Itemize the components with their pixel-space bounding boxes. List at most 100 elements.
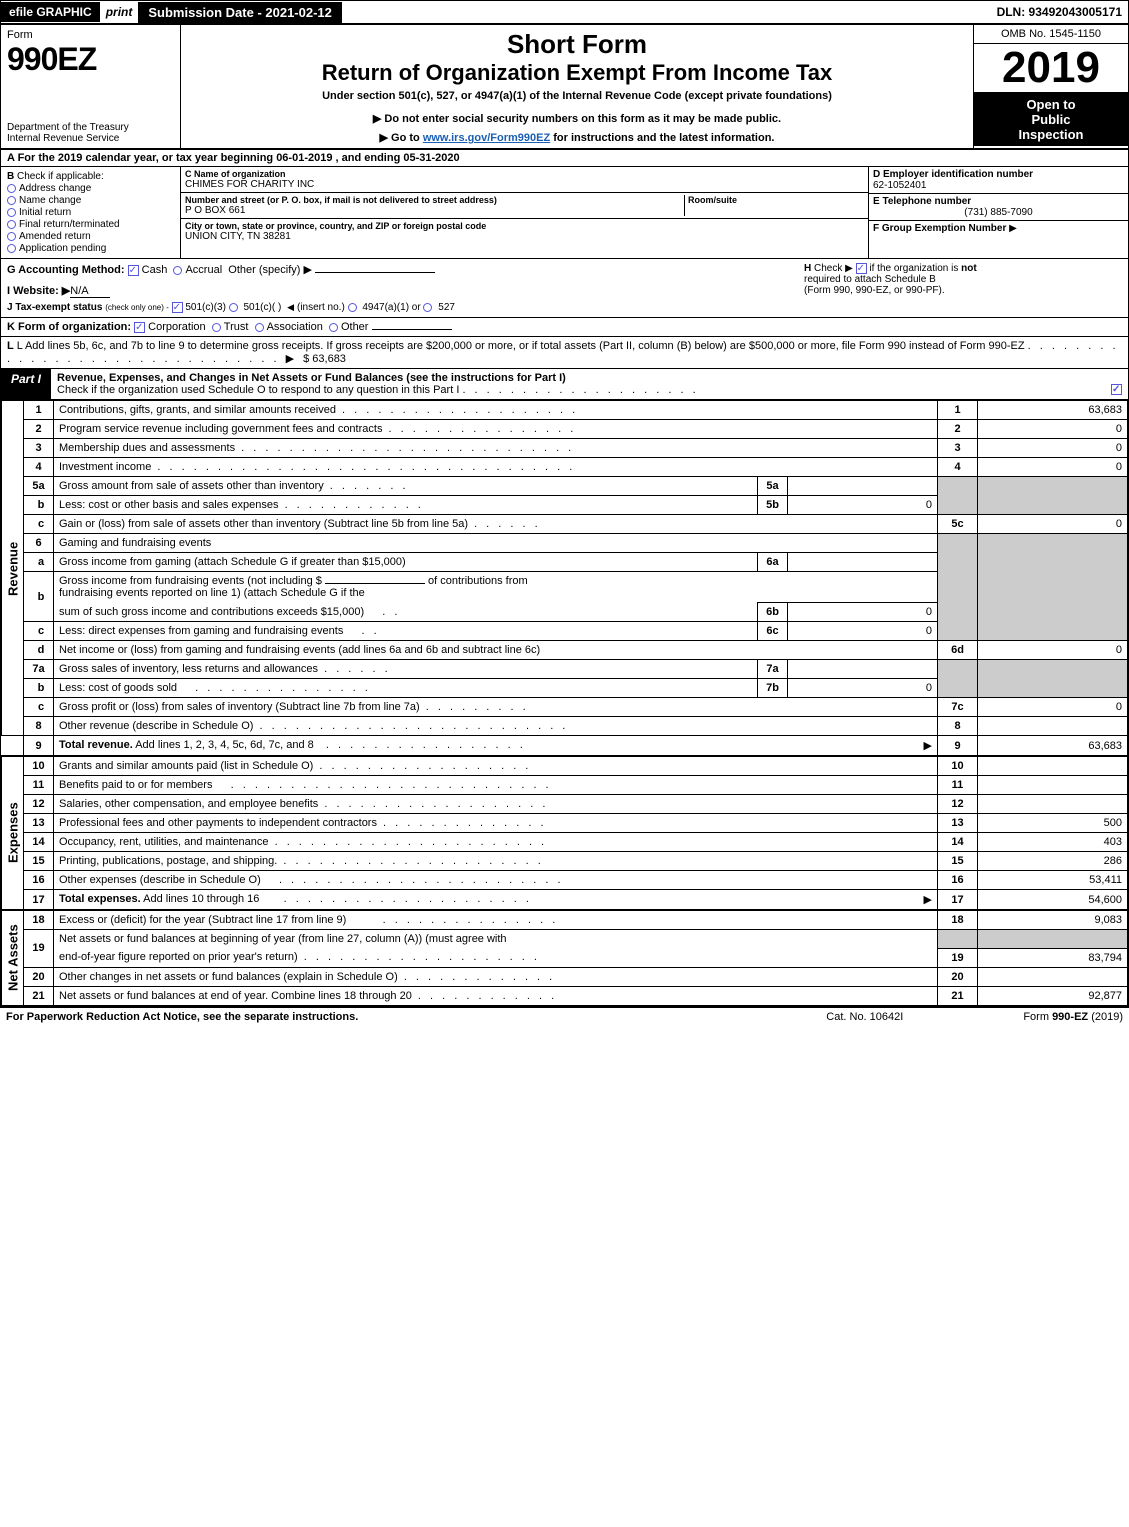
address-change-radio[interactable] [7, 184, 16, 193]
shaded-cell [978, 930, 1128, 949]
d-label: D Employer identification number [873, 169, 1124, 180]
entity-right: D Employer identification number 62-1052… [868, 167, 1128, 258]
inspection-line2: Public [978, 112, 1124, 127]
line-num: 9 [24, 736, 54, 757]
inspection-label: Open to Public Inspection [974, 93, 1128, 146]
line7a-desc: Gross sales of inventory, less returns a… [54, 660, 758, 679]
line19-desc1: Net assets or fund balances at beginning… [54, 930, 938, 949]
g-section: G Accounting Method: Cash Accrual Other … [1, 259, 798, 317]
table-row: 15 Printing, publications, postage, and … [2, 852, 1128, 871]
line-num: 13 [24, 814, 54, 833]
h-text: if the organization is not [869, 263, 976, 274]
line-num: d [24, 641, 54, 660]
line21-desc: Net assets or fund balances at end of ye… [54, 986, 938, 1005]
527-radio[interactable] [423, 303, 432, 312]
amended-return-radio[interactable] [7, 232, 16, 241]
l-row: L L Add lines 5b, 6c, and 7b to line 9 t… [1, 337, 1128, 369]
table-row: 19 Net assets or fund balances at beginn… [2, 930, 1128, 949]
print-label[interactable]: print [100, 5, 139, 19]
k-label: K Form of organization: [7, 321, 131, 333]
ein-row: D Employer identification number 62-1052… [869, 167, 1128, 194]
street-value: P O BOX 661 [185, 205, 684, 216]
inspection-line1: Open to [978, 97, 1124, 112]
goto-link[interactable]: www.irs.gov/Form990EZ [423, 132, 550, 144]
final-return-radio[interactable] [7, 220, 16, 229]
line-num: 15 [24, 852, 54, 871]
b-letter: B [7, 171, 14, 182]
line-num: 10 [24, 756, 54, 776]
entity-left: B Check if applicable: Address change Na… [1, 167, 181, 258]
other-specify-line[interactable] [315, 272, 435, 273]
sub-box: 5a [758, 477, 788, 496]
line21-amount: 92,877 [978, 986, 1128, 1005]
table-row: 6 Gaming and fundraising events [2, 534, 1128, 553]
4947-radio[interactable] [348, 303, 357, 312]
goto-suffix: for instructions and the latest informat… [550, 132, 774, 144]
line18-desc: Excess or (deficit) for the year (Subtra… [54, 910, 938, 930]
line-num: b [24, 572, 54, 622]
shaded-cell [938, 660, 978, 698]
table-row: d Net income or (loss) from gaming and f… [2, 641, 1128, 660]
name-change-radio[interactable] [7, 196, 16, 205]
dept-label: Department of the Treasury [7, 122, 174, 133]
line-num: 5a [24, 477, 54, 496]
application-pending-radio[interactable] [7, 244, 16, 253]
part1-title: Revenue, Expenses, and Changes in Net As… [51, 369, 1128, 399]
other-org-line[interactable] [372, 329, 452, 330]
501c3-checkbox[interactable] [172, 302, 183, 313]
table-row: 8 Other revenue (describe in Schedule O)… [2, 717, 1128, 736]
box-num: 1 [938, 401, 978, 420]
box-num: 4 [938, 458, 978, 477]
assoc-radio[interactable] [255, 323, 264, 332]
j-sub: (check only one) - [105, 303, 169, 312]
b-check-label: Check if applicable: [17, 171, 104, 182]
shaded-cell [938, 477, 978, 515]
table-row: 5a Gross amount from sale of assets othe… [2, 477, 1128, 496]
line7b-desc: Less: cost of goods sold . . . . . . . .… [54, 679, 758, 698]
line3-desc: Membership dues and assessments . . . . … [54, 439, 938, 458]
line14-amount: 403 [978, 833, 1128, 852]
table-row: 9 Total revenue. Add lines 1, 2, 3, 4, 5… [2, 736, 1128, 757]
h-checkbox[interactable] [856, 263, 867, 274]
sub-box: 7a [758, 660, 788, 679]
line18-amount: 9,083 [978, 910, 1128, 930]
corp-label: Corporation [148, 321, 205, 333]
table-row: 17 Total expenses. Add lines 10 through … [2, 890, 1128, 911]
line-a: A For the 2019 calendar year, or tax yea… [1, 150, 1128, 167]
box-num: 9 [938, 736, 978, 757]
accrual-radio[interactable] [173, 266, 182, 275]
h-text-line3: (Form 990, 990-EZ, or 990-PF). [804, 285, 1122, 296]
l-amount: $ 63,683 [303, 353, 346, 365]
box-num: 21 [938, 986, 978, 1005]
line13-amount: 500 [978, 814, 1128, 833]
line9-amount: 63,683 [978, 736, 1128, 757]
line5c-desc: Gain or (loss) from sale of assets other… [54, 515, 938, 534]
goto-prefix: ▶ Go to [380, 132, 423, 144]
sub-box: 6b [758, 603, 788, 622]
goto-text: ▶ Go to www.irs.gov/Form990EZ for instru… [185, 131, 969, 144]
part1-checkbox[interactable] [1111, 384, 1122, 395]
header-left: Form 990EZ Department of the Treasury In… [1, 25, 181, 148]
f-label: F Group Exemption Number [873, 223, 1006, 234]
table-row: 2 Program service revenue including gove… [2, 420, 1128, 439]
other-org-radio[interactable] [329, 323, 338, 332]
line-num: 3 [24, 439, 54, 458]
corp-checkbox[interactable] [134, 322, 145, 333]
box-num: 10 [938, 756, 978, 776]
line6a-sub-amount [788, 553, 938, 572]
street-row: Number and street (or P. O. box, if mail… [181, 193, 868, 219]
application-pending-label: Application pending [19, 243, 106, 254]
accrual-label: Accrual [185, 264, 222, 276]
box-num: 6d [938, 641, 978, 660]
6b-blank[interactable] [325, 583, 425, 584]
line13-desc: Professional fees and other payments to … [54, 814, 938, 833]
l-text: L Add lines 5b, 6c, and 7b to line 9 to … [17, 340, 1025, 352]
insert-arrow [284, 302, 297, 313]
top-bar: efile GRAPHIC print Submission Date - 20… [1, 1, 1128, 25]
initial-return-radio[interactable] [7, 208, 16, 217]
table-row: 14 Occupancy, rent, utilities, and maint… [2, 833, 1128, 852]
street-label: Number and street (or P. O. box, if mail… [185, 195, 684, 205]
cash-checkbox[interactable] [128, 265, 139, 276]
501c-radio[interactable] [229, 303, 238, 312]
trust-radio[interactable] [212, 323, 221, 332]
